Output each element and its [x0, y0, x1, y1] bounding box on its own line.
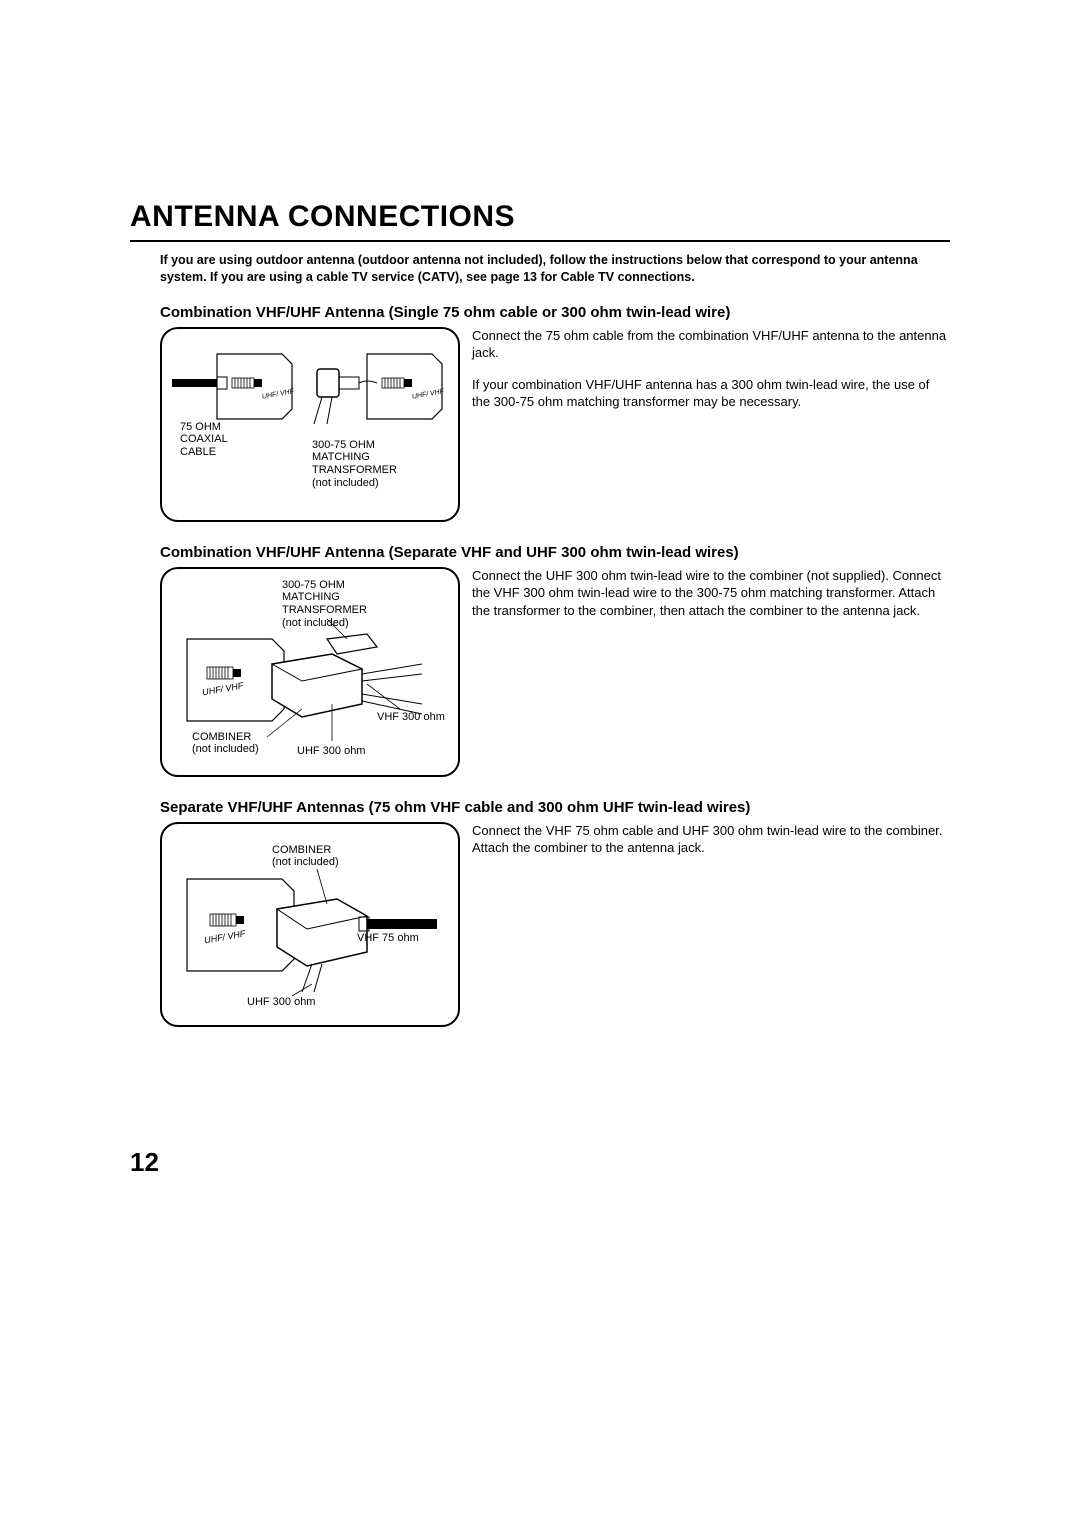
intro-paragraph: If you are using outdoor antenna (outdoo… [160, 252, 920, 286]
section-2-desc: Connect the UHF 300 ohm twin-lead wire t… [472, 567, 950, 777]
section-title: Combination VHF/UHF Antenna (Single 75 o… [160, 304, 950, 321]
diagram-3: COMBINER (not included) UHF/ VHF VHF 75 … [160, 822, 460, 1027]
uhf-label: UHF 300 ohm [297, 745, 365, 758]
section-1-desc: Connect the 75 ohm cable from the combin… [472, 327, 950, 522]
vhf-label: VHF 300 ohm [377, 711, 445, 724]
transformer-label: 300-75 OHM MATCHING TRANSFORMER (not inc… [282, 579, 367, 630]
section-title: Combination VHF/UHF Antenna (Separate VH… [160, 544, 950, 561]
page-number: 12 [130, 1147, 159, 1178]
paragraph: Connect the 75 ohm cable from the combin… [472, 327, 950, 362]
paragraph: If your combination VHF/UHF antenna has … [472, 376, 950, 411]
diagram-1: UHF/ VHF UHF/ VHF 75 OHM COAXIAL CABLE 3… [160, 327, 460, 522]
section-3: Separate VHF/UHF Antennas (75 ohm VHF ca… [130, 799, 950, 1027]
diagram-2: 300-75 OHM MATCHING TRANSFORMER (not inc… [160, 567, 460, 777]
paragraph: Connect the VHF 75 ohm cable and UHF 300… [472, 822, 950, 857]
vhf-label: VHF 75 ohm [357, 932, 419, 945]
uhf-label: UHF 300 ohm [247, 996, 315, 1009]
section-body: 300-75 OHM MATCHING TRANSFORMER (not inc… [160, 567, 950, 777]
section-2: Combination VHF/UHF Antenna (Separate VH… [130, 544, 950, 777]
section-body: UHF/ VHF UHF/ VHF 75 OHM COAXIAL CABLE 3… [160, 327, 950, 522]
combiner-label: COMBINER (not included) [272, 844, 339, 869]
coax-label: 75 OHM COAXIAL CABLE [180, 421, 228, 459]
section-title: Separate VHF/UHF Antennas (75 ohm VHF ca… [160, 799, 950, 816]
section-1: Combination VHF/UHF Antenna (Single 75 o… [130, 304, 950, 522]
page-title: ANTENNA CONNECTIONS [130, 200, 950, 234]
manual-page: ANTENNA CONNECTIONS If you are using out… [0, 0, 1080, 1528]
section-body: COMBINER (not included) UHF/ VHF VHF 75 … [160, 822, 950, 1027]
paragraph: Connect the UHF 300 ohm twin-lead wire t… [472, 567, 950, 620]
combiner-label: COMBINER (not included) [192, 731, 259, 756]
section-3-desc: Connect the VHF 75 ohm cable and UHF 300… [472, 822, 950, 1027]
transformer-label: 300-75 OHM MATCHING TRANSFORMER (not inc… [312, 439, 397, 490]
title-rule [130, 240, 950, 242]
